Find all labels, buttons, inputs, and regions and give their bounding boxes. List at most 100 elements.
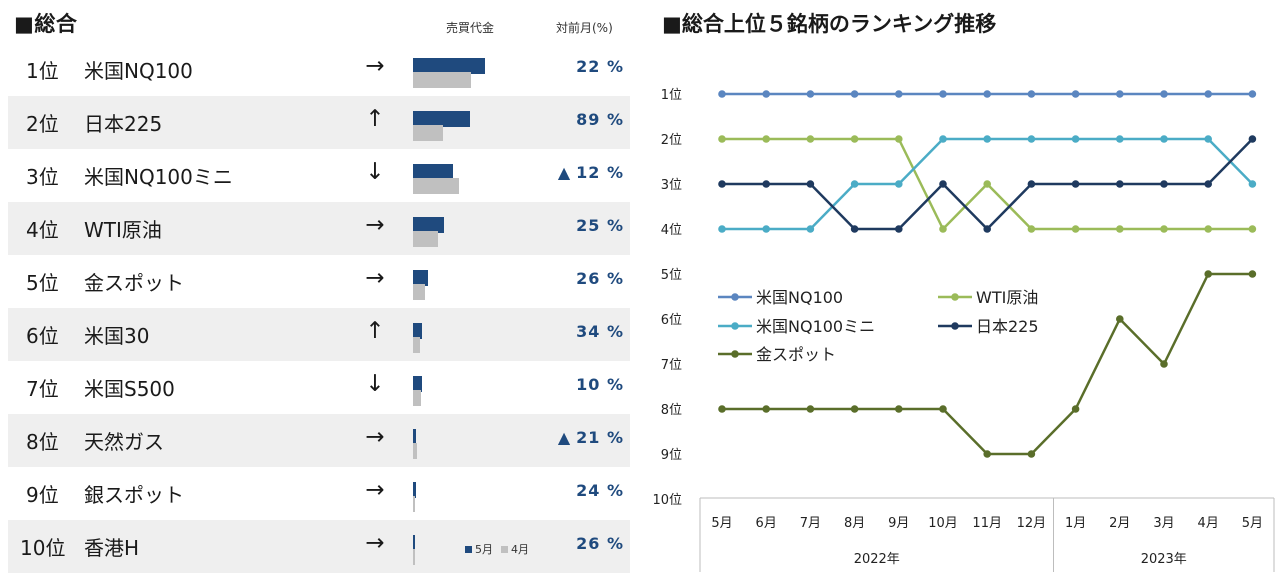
- table-row: 5位 金スポット → 26 %: [8, 255, 630, 308]
- y-tick-label: 8位: [661, 403, 682, 418]
- percent-text: 21 %: [576, 428, 624, 447]
- trend-arrow-icon: →: [365, 212, 385, 238]
- data-point: [1116, 90, 1124, 98]
- instrument-name: 米国NQ100ミニ: [84, 165, 233, 189]
- data-point: [1248, 90, 1257, 98]
- legend-marker: [951, 293, 959, 301]
- table-row: 9位 銀スポット → 24 %: [8, 467, 630, 520]
- ranking-line-chart: 1位 2位 3位 4位 5位 6位 7位 8位 9位 10位 2022年 2023年 5月 6月 7月 8月 9…: [652, 88, 1275, 572]
- x-tick-label: 10月: [928, 516, 958, 531]
- percent-text: 26 %: [576, 269, 624, 288]
- y-tick-label: 9位: [661, 448, 682, 463]
- data-point: [762, 225, 770, 233]
- ranking-panel: ■総合 売買代金 対前月(%) 1位 米国NQ100 → 22 % 2位 日本225 ↑ 89…: [8, 12, 630, 573]
- table-row: 1位 米国NQ100 → 22 %: [8, 43, 630, 96]
- legend-label: WTI原油: [976, 288, 1038, 307]
- data-point: [762, 405, 770, 413]
- data-point: [1071, 225, 1080, 233]
- month-change-value: ▲ 21 %: [558, 428, 624, 447]
- rank-label: 7位: [26, 377, 59, 401]
- data-point: [1248, 225, 1257, 233]
- data-point: [1160, 360, 1168, 368]
- rank-label: 9位: [26, 483, 59, 507]
- month-change-value: 24 %: [576, 481, 624, 500]
- instrument-name: 米国30: [84, 324, 150, 348]
- trend-arrow-icon: →: [365, 53, 385, 79]
- sales-bar-current: [413, 323, 422, 339]
- data-point: [939, 180, 947, 188]
- percent-text: 10 %: [576, 375, 624, 394]
- data-point: [850, 90, 859, 98]
- rank-label: 5位: [26, 271, 59, 295]
- trend-arrow-icon: ↓: [365, 159, 385, 185]
- column-header-sales: 売買代金: [446, 21, 495, 35]
- sales-bar-previous: [413, 125, 444, 141]
- instrument-name: 香港H: [84, 536, 140, 560]
- sales-bar-current: [413, 482, 416, 498]
- data-point: [1071, 135, 1080, 143]
- data-point: [1204, 135, 1212, 143]
- data-point: [718, 180, 726, 188]
- table-row: 10位 香港H → 26 % 5月 4月: [8, 520, 630, 573]
- sales-bar-previous: [413, 390, 421, 406]
- trend-arrow-icon: →: [365, 477, 385, 503]
- x-tick-label: 5月: [711, 516, 732, 531]
- y-tick-label: 7位: [661, 358, 682, 373]
- table-row: 3位 米国NQ100ミニ ↓ ▲ 12 %: [8, 149, 630, 202]
- instrument-name: 日本225: [84, 112, 163, 136]
- data-point: [1116, 135, 1124, 143]
- trend-arrow-icon: →: [365, 265, 385, 291]
- instrument-name: 米国NQ100: [84, 59, 193, 83]
- data-point: [1204, 225, 1212, 233]
- data-point: [806, 180, 815, 188]
- legend-label: 日本225: [976, 317, 1039, 336]
- data-point: [1160, 225, 1168, 233]
- month-change-value: ▲ 12 %: [558, 163, 624, 182]
- data-point: [718, 225, 726, 233]
- data-point: [1071, 180, 1080, 188]
- ranking-table: 1位 米国NQ100 → 22 % 2位 日本225 ↑ 89 % 3位 米国NQ100ミニ ↓ ▲ 1…: [8, 43, 630, 573]
- data-point: [895, 405, 903, 413]
- sales-bar-current: [413, 535, 415, 551]
- data-point: [850, 180, 859, 188]
- table-row: 7位 米国S500 ↓ 10 %: [8, 361, 630, 414]
- sales-bar-previous: [413, 443, 417, 459]
- x-tick-label: 9月: [888, 516, 909, 531]
- ranking-chart-panel: 1位 2位 3位 4位 5位 6位 7位 8位 9位 10位 2022年 2023年 5月 6月 7月 8月 9…: [640, 0, 1280, 580]
- data-point: [806, 135, 815, 143]
- data-point: [806, 90, 815, 98]
- month-change-value: 22 %: [576, 57, 624, 76]
- legend-marker: [731, 322, 739, 330]
- rank-label: 2位: [26, 112, 59, 136]
- data-point: [850, 135, 859, 143]
- x-tick-label: 1月: [1065, 516, 1086, 531]
- data-point: [806, 225, 815, 233]
- legend-label-current: 5月: [475, 543, 493, 556]
- x-tick-label: 7月: [800, 516, 821, 531]
- data-point: [1248, 270, 1257, 278]
- x-tick-label: 5月: [1242, 516, 1263, 531]
- data-point: [939, 90, 947, 98]
- x-tick-label: 6月: [756, 516, 777, 531]
- data-point: [1204, 90, 1212, 98]
- legend-swatch-current: [465, 546, 472, 553]
- legend-marker: [951, 322, 959, 330]
- data-point: [1027, 450, 1036, 458]
- sales-bar-current: [413, 164, 453, 180]
- data-point: [1116, 180, 1124, 188]
- year-group-label: 2022年: [854, 552, 900, 567]
- section-title: ■総合: [14, 12, 78, 36]
- data-point: [895, 90, 903, 98]
- data-point: [1027, 135, 1036, 143]
- data-point: [1160, 180, 1168, 188]
- data-point: [1248, 180, 1257, 188]
- sales-bar-previous: [413, 178, 459, 194]
- month-change-value: 25 %: [576, 216, 624, 235]
- trend-arrow-icon: ↑: [365, 106, 385, 132]
- x-tick-label: 2月: [1109, 516, 1130, 531]
- month-change-value: 89 %: [576, 110, 624, 129]
- data-point: [983, 180, 991, 188]
- percent-text: 25 %: [576, 216, 624, 235]
- bar-legend: 5月 4月: [465, 541, 529, 557]
- data-point: [850, 225, 859, 233]
